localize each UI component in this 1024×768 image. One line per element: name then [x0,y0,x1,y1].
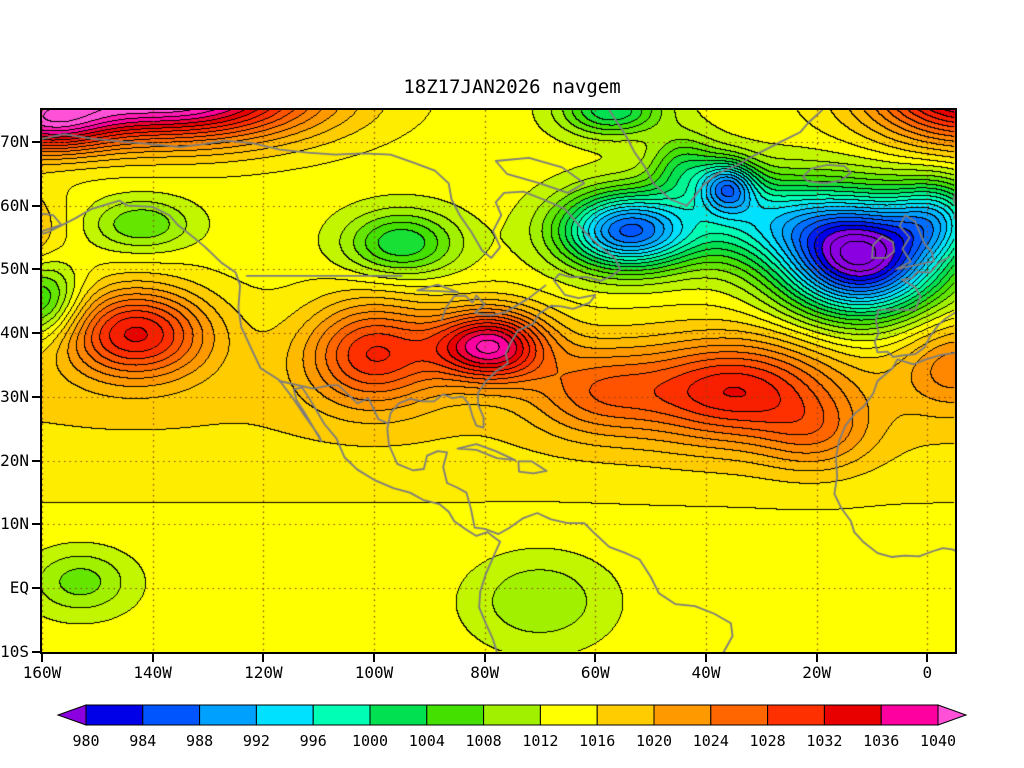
colorbar-segment [596,704,655,726]
colorbar-label: 1024 [693,732,729,750]
colorbar-segment [483,704,541,726]
colorbar-label: 996 [300,732,327,750]
colorbar-label: 1000 [352,732,388,750]
colorbar-left-arrow [56,704,87,726]
colorbar-segment [255,704,314,726]
lon-tick-label: 140W [133,663,172,682]
colorbar-label: 992 [243,732,270,750]
lon-tick-label: 80W [470,663,500,682]
colorbar: 980 984 988 992 996 1000 1004 1008 1012 1016 1020 1… [56,704,968,750]
colorbar-segment [823,704,882,726]
mslp-contour-map [42,110,955,652]
colorbar-label: 988 [186,732,213,750]
colorbar-label: 1020 [636,732,672,750]
colorbar-label: 1004 [409,732,445,750]
colorbar-label: 1032 [806,732,842,750]
colorbar-label: 1016 [579,732,615,750]
colorbar-label: 1040 [920,732,956,750]
colorbar-segment [710,704,769,726]
colorbar-segment [142,704,201,726]
lon-tick-label: 120W [244,663,283,682]
lon-tick-label: 40W [691,663,721,682]
colorbar-right-arrow [937,704,968,726]
colorbar-label: 1012 [522,732,558,750]
lon-tick-label: 100W [354,663,394,682]
colorbar-segment [767,704,825,726]
colorbar-label: 1028 [750,732,786,750]
lon-tick-label: 60W [580,663,610,682]
colorbar-segment [426,704,485,726]
lon-tick-label: 0 [922,663,933,682]
colorbar-label: 1036 [863,732,899,750]
lat-tick-label: 10S [0,642,29,661]
colorbar-label: 1008 [466,732,502,750]
colorbar-label: 984 [129,732,156,750]
colorbar-segment [653,704,712,726]
lon-tick-label: 160W [22,663,62,682]
chart-title-run: 18Z17JAN2026 navgem [403,76,621,98]
colorbar-segment [312,704,371,726]
lat-tick-label: 40N [0,323,29,343]
colorbar-segment [369,704,428,726]
lat-tick-label: 30N [0,386,29,406]
map-frame [40,108,957,654]
lat-tick-label: 20N [0,450,29,470]
lon-tick-label: 20W [802,663,832,682]
colorbar-segment [199,704,257,726]
colorbar-segment [539,704,598,726]
lat-tick-label: 10N [0,514,29,534]
colorbar-segment [880,704,939,726]
colorbar-label: 980 [72,732,99,750]
lat-tick-label: EQ [9,578,29,598]
colorbar-segment [85,704,144,726]
